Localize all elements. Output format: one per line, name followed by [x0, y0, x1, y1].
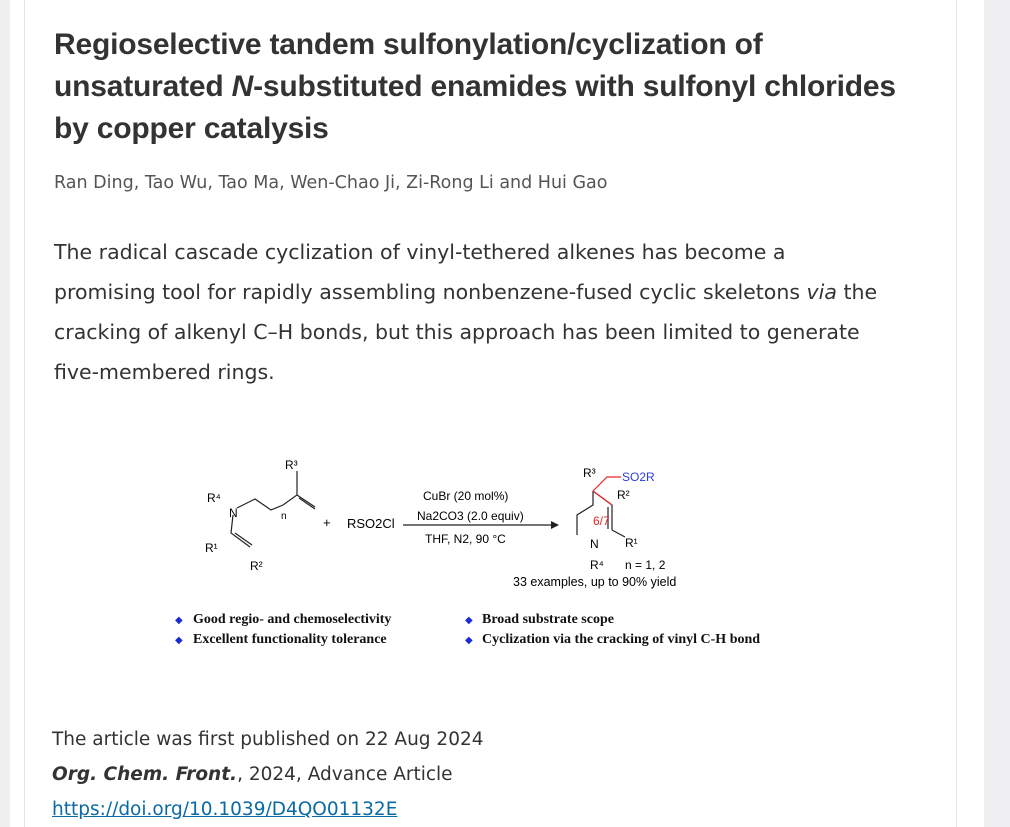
n-subscript: n [281, 511, 287, 522]
condition-1: CuBr (20 mol%) [423, 489, 508, 503]
r4-label: R⁴ [207, 491, 221, 505]
article-title: Regioselective tandem sulfonylation/cycl… [54, 24, 914, 150]
scheme-summary: 33 examples, up to 90% yield [513, 575, 676, 589]
highlight-4: Cyclization via the cracking of vinyl C-… [482, 632, 760, 647]
citation: Org. Chem. Front., 2024, Advance Article [52, 757, 484, 792]
r3-label: R³ [285, 458, 298, 472]
graphical-abstract-scheme: R⁴ N R³ n R¹ R² + RSO2Cl CuBr (20 mol%) … [175, 458, 760, 647]
condition-2: Na2CO3 (2.0 equiv) [417, 509, 524, 523]
bullet-icon: ◆ [465, 615, 473, 626]
reactant-structure [230, 471, 316, 548]
r1-label: R¹ [205, 541, 218, 555]
authors: Ran Ding, Tao Wu, Tao Ma, Wen-Chao Ji, Z… [54, 173, 608, 193]
article-card [24, 0, 957, 827]
bullet-icon: ◆ [465, 635, 473, 646]
title-italic: N [231, 70, 254, 103]
n-values: n = 1, 2 [625, 558, 666, 572]
highlight-3: Broad substrate scope [482, 612, 614, 627]
condition-3: THF, N2, 90 °C [425, 532, 506, 546]
publication-date: The article was first published on 22 Au… [52, 729, 484, 750]
product-r4: R⁴ [590, 558, 604, 572]
abstract: The radical cascade cyclization of vinyl… [54, 232, 884, 392]
ring-size-label: 6/7 [593, 514, 610, 528]
r2-label: R² [250, 559, 263, 573]
product-sulfonyl: SO2R [622, 470, 655, 484]
highlight-2: Excellent functionality tolerance [193, 632, 387, 647]
abstract-text: The radical cascade cyclization of vinyl… [54, 240, 807, 304]
abstract-text-end: the cracking of alkenyl C–H bonds, but t… [54, 280, 878, 384]
reagent: RSO2Cl [347, 516, 395, 531]
citation-details: , 2024, Advance Article [237, 764, 453, 785]
n-label: N [229, 506, 238, 520]
plus-sign: + [323, 515, 331, 530]
product-n: N [590, 537, 599, 551]
doi-link[interactable]: https://doi.org/10.1039/D4QO01132E [52, 799, 398, 820]
bullet-icon: ◆ [175, 615, 183, 626]
product-structure [576, 476, 626, 538]
journal-name: Org. Chem. Front. [52, 764, 238, 785]
bullet-icon: ◆ [175, 635, 183, 646]
product-r3: R³ [583, 466, 596, 480]
product-r1: R¹ [625, 536, 638, 550]
abstract-italic: via [806, 280, 837, 304]
product-r2: R² [617, 488, 630, 502]
title-text-end: -substituted enamides with sulfonyl chlo… [54, 70, 896, 145]
title-text: Regioselective tandem sulfonylation/cycl… [54, 28, 763, 103]
article-meta: The article was first published on 22 Au… [52, 722, 484, 827]
arrow-head [551, 521, 559, 529]
highlight-1: Good regio- and chemoselectivity [193, 612, 391, 627]
